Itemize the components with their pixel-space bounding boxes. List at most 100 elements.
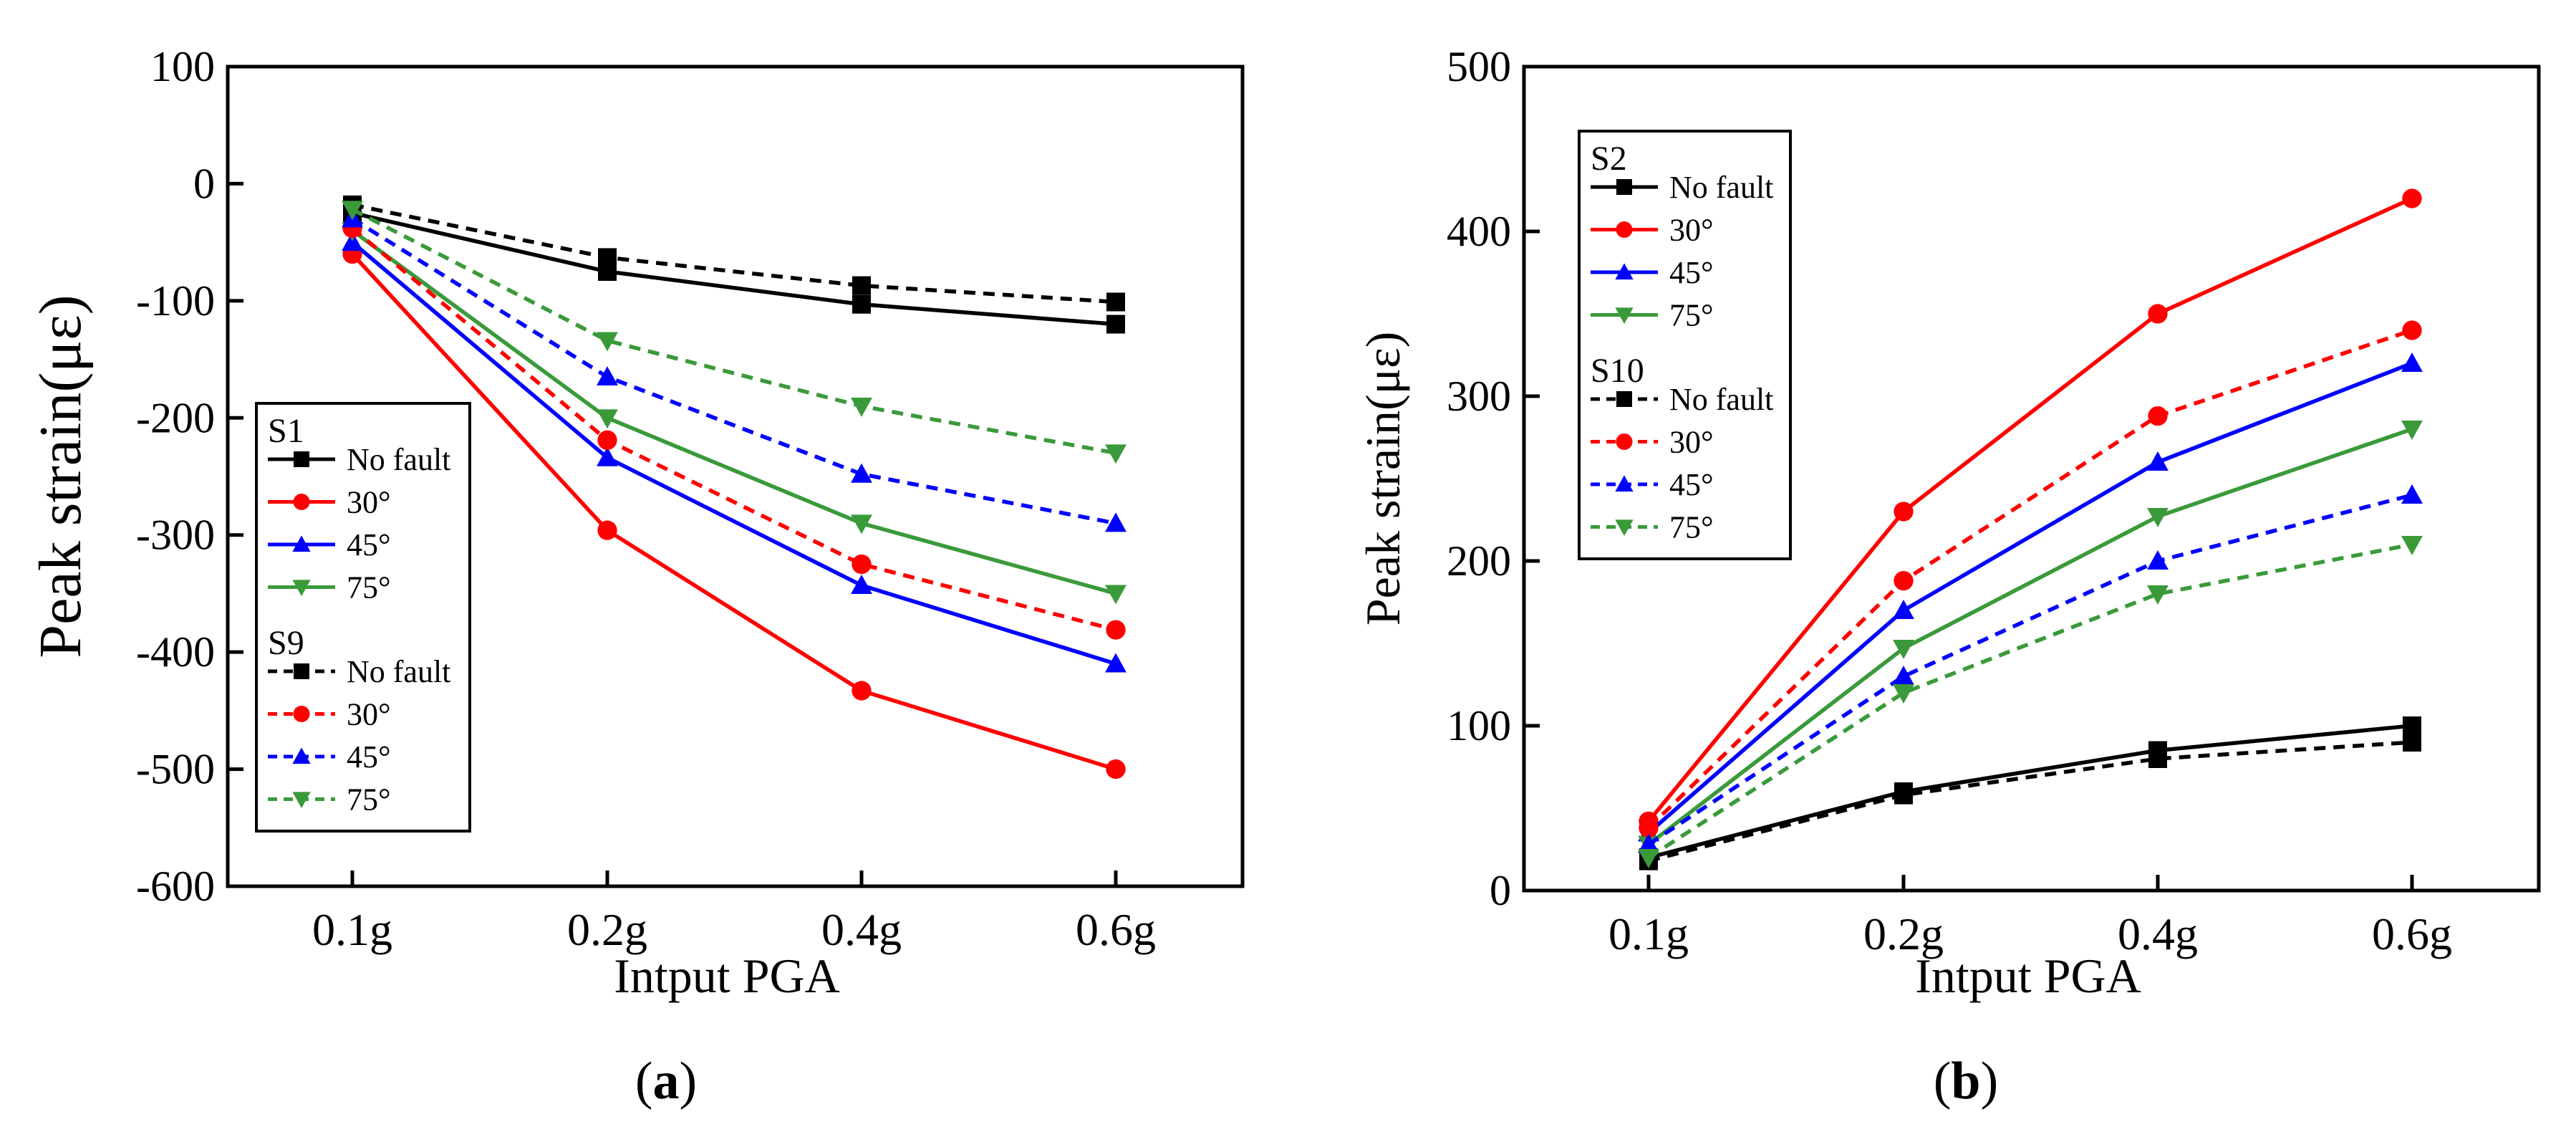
- data-point: [2147, 507, 2169, 527]
- x-tick-label: 0.6g: [1076, 904, 1156, 955]
- series-line: [350, 252, 1116, 772]
- series-line: [1646, 196, 2413, 823]
- data-point: [2403, 733, 2421, 752]
- x-tick-label: 0.2g: [567, 904, 647, 955]
- data-point: [1638, 833, 1659, 853]
- legend-group-title: S2: [1591, 140, 1627, 178]
- data-point: [2403, 716, 2421, 735]
- data-point: [2147, 451, 2169, 471]
- legend-marker: [294, 663, 309, 679]
- series-line: [351, 217, 1116, 526]
- legend-marker: [292, 580, 311, 597]
- x-axis-label: Intput PGA: [614, 949, 839, 1003]
- y-tick-label: 0: [1490, 867, 1511, 914]
- data-point: [851, 514, 872, 534]
- legend-label: 45°: [1669, 255, 1714, 290]
- legend-box: [1578, 130, 1792, 560]
- legend-label: 75°: [347, 570, 391, 605]
- data-point: [1638, 849, 1659, 868]
- y-tick-label: -200: [136, 394, 215, 441]
- data-point: [1894, 502, 1914, 522]
- legend-marker: [292, 535, 311, 552]
- legend-marker: [1616, 179, 1632, 195]
- legend-label: No fault: [1669, 170, 1773, 205]
- data-point: [852, 294, 871, 314]
- legend-label: 30°: [1669, 425, 1714, 460]
- x-tick-label: 0.4g: [821, 904, 902, 955]
- legend-label: No fault: [1669, 382, 1773, 417]
- data-point: [1893, 639, 1914, 659]
- x-tick-label: 0.1g: [1608, 908, 1689, 959]
- data-point: [2147, 585, 2169, 605]
- legend-marker: [1616, 221, 1633, 239]
- series-line: [1648, 724, 2413, 860]
- series-line: [351, 229, 1116, 596]
- x-tick-label: 0.6g: [2372, 908, 2452, 959]
- data-point: [2401, 421, 2423, 440]
- data-point: [2401, 484, 2423, 504]
- data-point: [597, 446, 618, 466]
- data-point: [1105, 444, 1127, 464]
- legend-label: 45°: [1669, 467, 1714, 502]
- x-tick-label: 0.2g: [1863, 908, 1944, 959]
- series-line: [1648, 740, 2413, 863]
- legend-box: [255, 402, 471, 833]
- data-point: [1106, 315, 1125, 334]
- data-point: [597, 409, 618, 429]
- legend-label: No fault: [347, 442, 450, 477]
- data-point: [1106, 292, 1125, 312]
- data-point: [2402, 188, 2422, 208]
- data-point: [342, 201, 363, 221]
- data-point: [2148, 304, 2168, 324]
- data-point: [1639, 817, 1659, 838]
- y-tick-label: 100: [1447, 702, 1511, 749]
- series-line: [351, 226, 1116, 632]
- panel-a: 100 0 -100 -200 -300 -400 -500 -600 0.1g 0.2g 0.4g…: [27, 43, 1245, 1110]
- x-tick-label: 0.1g: [312, 904, 392, 955]
- data-point: [1893, 600, 1914, 619]
- panel-label: (a): [635, 1052, 697, 1110]
- legend-marker: [293, 493, 310, 511]
- data-point: [597, 430, 617, 450]
- y-tick-label: -600: [136, 863, 215, 910]
- legend-label: 45°: [347, 739, 391, 774]
- legend-label: 30°: [347, 697, 391, 732]
- y-tick-label: -400: [136, 628, 215, 676]
- plot-frame: [226, 64, 1245, 888]
- x-tick-label: 0.4g: [2118, 908, 2198, 959]
- series-line: [1647, 328, 2413, 830]
- legend-label: 75°: [1669, 510, 1714, 545]
- legend-label: 30°: [1669, 213, 1714, 248]
- data-point: [2401, 352, 2423, 372]
- data-point: [851, 397, 872, 417]
- series-line: [1647, 427, 2413, 846]
- data-point: [1105, 585, 1127, 605]
- data-point: [597, 366, 618, 386]
- y-axis-label: Peak strain(με): [27, 294, 94, 658]
- legend-label: 75°: [1669, 298, 1714, 333]
- series-line: [352, 203, 1116, 304]
- data-point: [2401, 536, 2423, 555]
- legend-marker: [1615, 519, 1634, 537]
- legend-marker: [1615, 475, 1634, 492]
- x-axis-label: Intput PGA: [1915, 949, 2141, 1003]
- data-point: [852, 554, 872, 575]
- series-line: [351, 207, 1116, 456]
- legend-label: 75°: [347, 782, 391, 817]
- legend-group-title: S10: [1591, 352, 1644, 390]
- data-point: [2147, 550, 2169, 570]
- data-point: [597, 332, 618, 352]
- y-axis-label: Peak strain(με): [1356, 332, 1410, 626]
- legend-marker: [1615, 263, 1634, 280]
- y-tick-label: -300: [136, 512, 215, 559]
- series-line: [1647, 493, 2413, 846]
- y-tick-label: 400: [1447, 208, 1511, 255]
- series-line: [351, 241, 1116, 666]
- data-point: [2148, 749, 2167, 768]
- data-point: [1105, 653, 1127, 673]
- legend-label: 45°: [347, 527, 391, 562]
- legend-label: 30°: [347, 485, 391, 520]
- data-point: [598, 248, 617, 267]
- y-tick-label: -100: [136, 277, 215, 325]
